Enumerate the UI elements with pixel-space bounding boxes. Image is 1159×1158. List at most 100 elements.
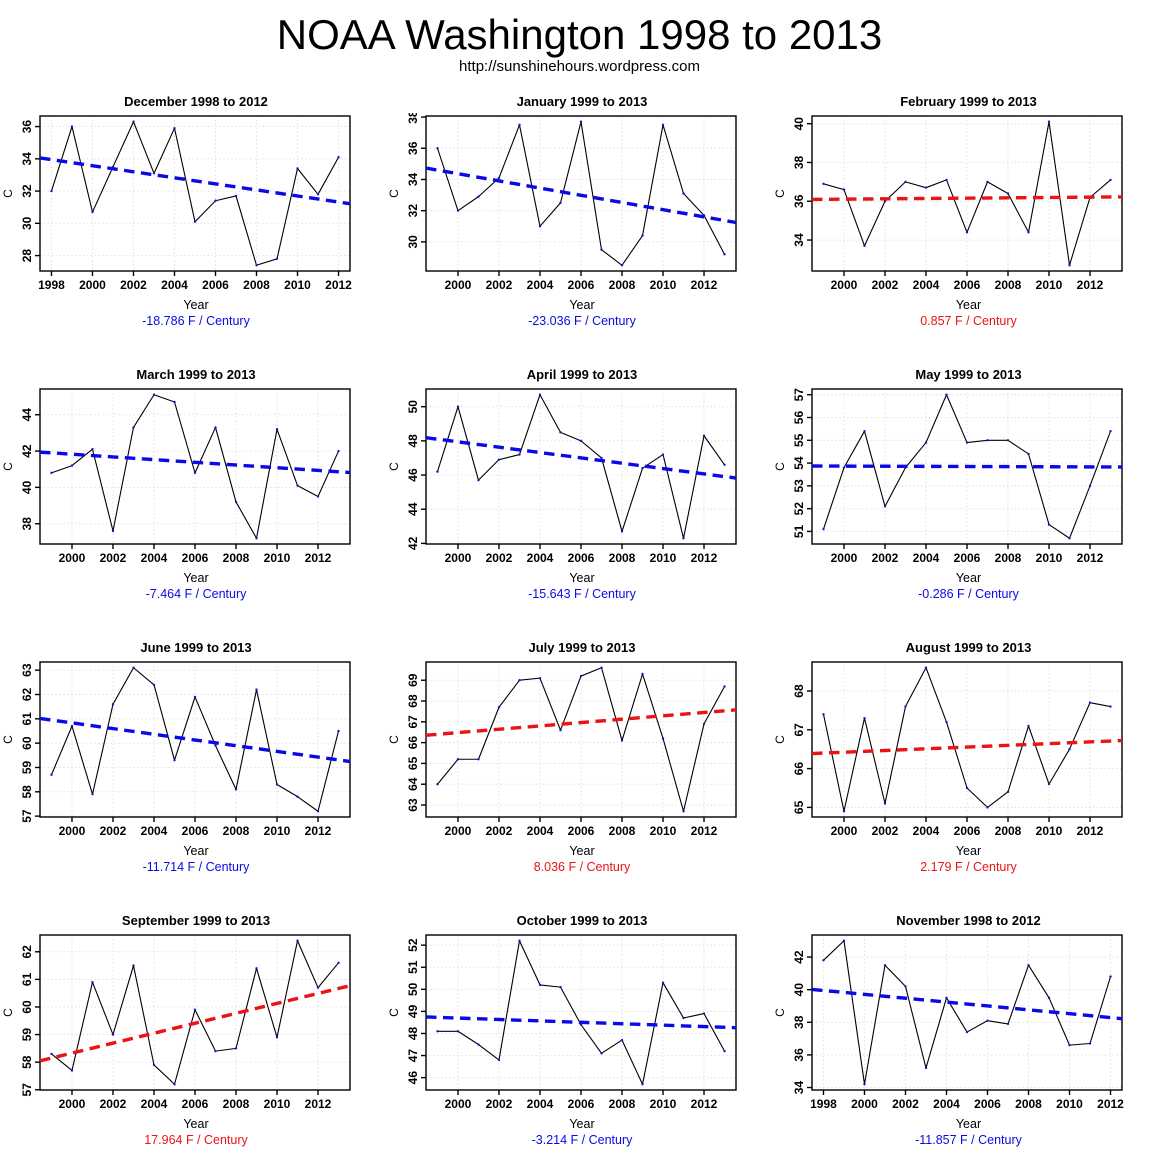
x-tick-label: 2006	[974, 1097, 1001, 1111]
grid-lines	[426, 389, 736, 544]
x-tick-label: 1998	[38, 278, 65, 292]
charts-grid: December 1998 to 2012 1998 2000 2002 2004 20…	[0, 85, 1159, 1158]
y-axis-label: C	[387, 189, 401, 198]
y-axis: 34 36 38 40	[792, 117, 812, 247]
y-tick-label: 63	[20, 663, 34, 677]
plot-box	[425, 661, 737, 818]
trend-line	[425, 435, 737, 480]
y-tick-label: 63	[406, 798, 420, 812]
chart-plot: 2000 2002 2004 2006 2008 2010 2012 57 58 59 60 61 62…	[1, 934, 351, 1111]
x-tick-label: 2000	[59, 1097, 86, 1111]
x-tick-label: 2002	[872, 551, 899, 565]
y-tick-label: 28	[20, 249, 34, 263]
y-axis-label: C	[773, 462, 787, 471]
x-tick-label: 2006	[568, 1097, 595, 1111]
y-tick-label: 34	[20, 152, 34, 166]
y-tick-label: 34	[792, 1081, 806, 1095]
x-tick-label: 2002	[100, 551, 127, 565]
trend-rate-label: 8.036 F / Century	[533, 860, 631, 874]
x-tick-label: 2008	[609, 1097, 636, 1111]
x-tick-label: 2002	[486, 824, 513, 838]
x-tick-label: 2010	[264, 1097, 291, 1111]
y-axis-label: C	[1, 462, 15, 471]
chart-title: April 1999 to 2013	[526, 367, 638, 382]
x-tick-label: 2000	[445, 1097, 472, 1111]
data-line	[823, 121, 1111, 266]
y-tick-label: 48	[406, 1026, 420, 1040]
x-axis-label: Year	[955, 298, 982, 312]
y-axis-label: C	[1, 1008, 15, 1017]
x-tick-label: 2012	[691, 824, 718, 838]
x-tick-label: 2004	[913, 824, 940, 838]
data-line	[436, 394, 725, 539]
y-axis-label: C	[1, 189, 15, 198]
chart-cell-7: June 1999 to 2013 2000 2002 2004 2006 2008 20…	[0, 631, 386, 904]
y-tick-label: 54	[792, 456, 806, 470]
grid-lines	[40, 662, 350, 817]
page-title: NOAA Washington 1998 to 2013	[276, 11, 883, 58]
trend-rate-label: 0.857 F / Century	[920, 314, 1017, 328]
y-axis: 46 47 48 49 50 51 52	[406, 938, 426, 1084]
x-tick-label: 2000	[59, 824, 86, 838]
y-axis: 51 52 53 54 55 56 57	[792, 388, 812, 538]
trend-rate-label: -11.714 F / Century	[142, 860, 250, 874]
x-axis-label: Year	[955, 1117, 982, 1131]
y-tick-label: 36	[20, 120, 34, 134]
chart-title: July 1999 to 2013	[528, 640, 636, 655]
y-tick-label: 53	[792, 479, 806, 493]
x-tick-label: 2010	[264, 824, 291, 838]
chart-plot: 2000 2002 2004 2006 2008 2010 2012 63 64 65 66 67 68…	[387, 661, 737, 838]
y-tick-label: 46	[406, 468, 420, 482]
x-tick-label: 2012	[1077, 551, 1104, 565]
x-tick-label: 2004	[141, 551, 168, 565]
trend-line	[39, 450, 351, 475]
y-tick-label: 42	[20, 444, 34, 458]
y-tick-label: 38	[792, 155, 806, 169]
x-tick-label: 2002	[100, 1097, 127, 1111]
x-tick-label: 2012	[691, 551, 718, 565]
y-tick-label: 56	[792, 411, 806, 425]
chart-title: June 1999 to 2013	[140, 640, 252, 655]
x-tick-label: 2002	[486, 1097, 513, 1111]
data-points	[436, 666, 726, 813]
trend-rate-label: -15.643 F / Century	[528, 587, 636, 601]
x-axis-label: Year	[183, 844, 209, 858]
x-tick-label: 2012	[305, 551, 332, 565]
y-axis: 57 58 59 60 61 62 63	[20, 663, 40, 823]
x-axis: 2000 2002 2004 2006 2008 2010 2012	[59, 544, 332, 565]
chart-title: February 1999 to 2013	[900, 94, 1037, 109]
y-tick-label: 32	[406, 204, 420, 218]
x-tick-label: 2012	[305, 824, 332, 838]
x-tick-label: 2012	[691, 1097, 718, 1111]
page-subtitle: http://sunshinehours.wordpress.com	[459, 58, 700, 75]
y-tick-label: 68	[406, 694, 420, 708]
y-tick-label: 38	[792, 1015, 806, 1029]
chart-title: March 1999 to 2013	[136, 367, 256, 382]
y-tick-label: 36	[792, 194, 806, 208]
x-tick-label: 2008	[223, 551, 250, 565]
data-points	[50, 666, 340, 813]
y-tick-label: 51	[406, 960, 420, 974]
data-points	[436, 939, 726, 1086]
x-axis: 1998 2000 2002 2004 2006 2008 2010 2012	[38, 271, 352, 292]
x-tick-label: 2004	[527, 551, 554, 565]
data-line	[822, 667, 1111, 812]
data-points	[50, 939, 340, 1086]
y-tick-label: 64	[406, 777, 420, 791]
data-points	[50, 120, 340, 267]
x-tick-label: 2002	[100, 824, 127, 838]
y-axis: 65 66 67 68	[792, 684, 812, 814]
x-tick-label: 2008	[223, 824, 250, 838]
grid-lines	[426, 662, 736, 817]
x-tick-label: 2008	[995, 278, 1022, 292]
x-tick-label: 2008	[995, 551, 1022, 565]
grid-lines	[812, 662, 1122, 817]
x-tick-label: 2010	[650, 824, 677, 838]
y-tick-label: 32	[20, 184, 34, 198]
y-tick-label: 50	[406, 400, 420, 414]
x-axis-label: Year	[569, 844, 595, 858]
trend-rate-label: 2.179 F / Century	[920, 860, 1017, 874]
plot-box	[811, 934, 1123, 1091]
x-tick-label: 2010	[1036, 278, 1063, 292]
x-axis-label: Year	[955, 844, 982, 858]
